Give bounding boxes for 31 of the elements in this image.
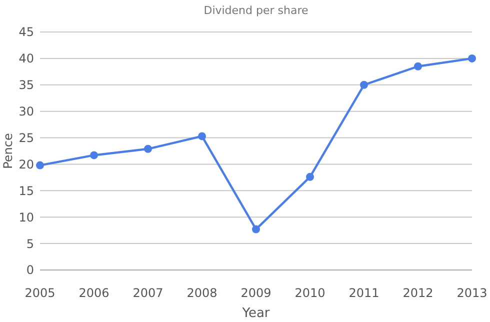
x-tick-label: 2011	[348, 286, 380, 300]
y-tick-label: 35	[18, 78, 34, 92]
x-tick-label: 2009	[240, 286, 272, 300]
x-tick-label: 2013	[456, 286, 488, 300]
x-tick-label: 2005	[24, 286, 56, 300]
point	[198, 132, 206, 140]
y-tick-label: 40	[18, 52, 34, 66]
x-tick-label: 2010	[294, 286, 326, 300]
chart-title: Dividend per share	[204, 4, 309, 17]
x-axis-title: Year	[241, 306, 270, 321]
y-tick-label: 5	[26, 236, 34, 251]
x-tick-label: 2006	[78, 286, 110, 300]
point	[360, 80, 368, 89]
point	[414, 62, 422, 70]
x-tick-label: 2012	[402, 286, 434, 300]
point	[468, 54, 476, 62]
point	[252, 225, 260, 234]
point	[90, 151, 98, 160]
point	[36, 161, 44, 170]
point	[144, 144, 152, 153]
y-tick-label: 25	[18, 130, 34, 145]
point	[306, 172, 314, 181]
x-tick-label: 2008	[186, 286, 218, 300]
y-tick-label: 20	[18, 157, 34, 172]
y-tick-label: 45	[18, 25, 34, 40]
y-tick-label: 10	[18, 210, 34, 224]
y-tick-label: 0	[26, 263, 34, 278]
y-tick-label: 30	[18, 104, 34, 119]
x-tick-label: 2007	[132, 286, 164, 300]
y-axis-title: Pence	[1, 133, 15, 169]
y-tick-label: 15	[18, 184, 34, 198]
